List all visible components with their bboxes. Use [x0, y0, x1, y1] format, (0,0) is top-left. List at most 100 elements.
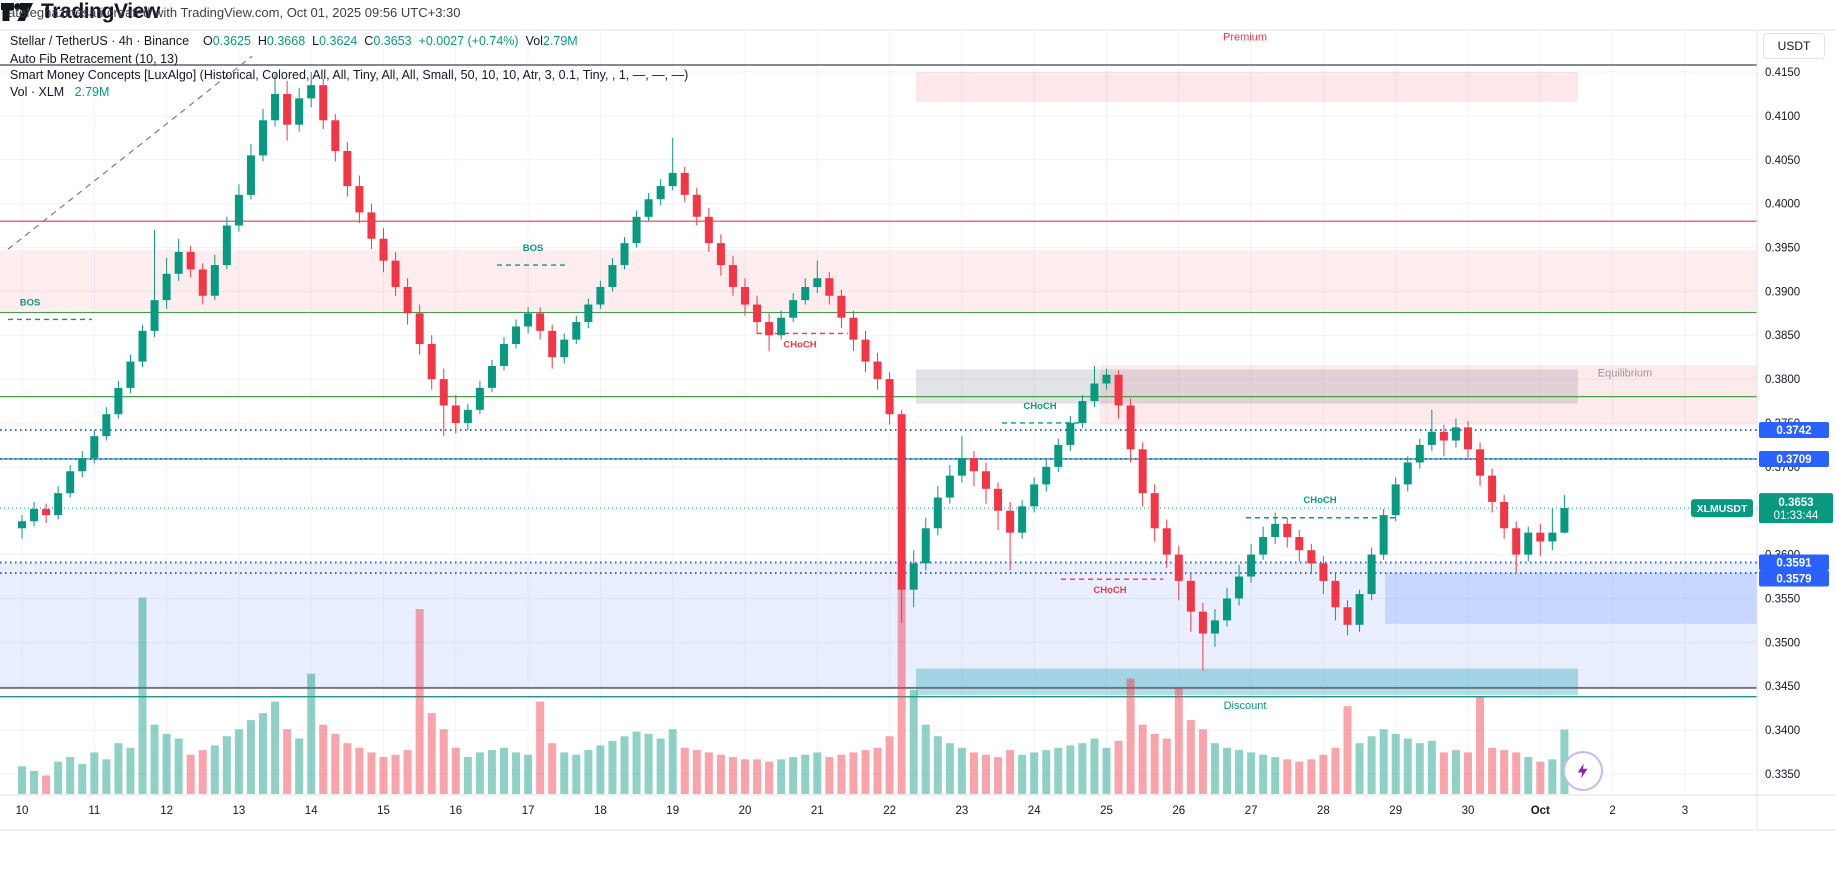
time-tick: 29 — [1389, 805, 1402, 817]
tradingview-logo[interactable]: TradingView — [0, 0, 1835, 24]
demand-zone-light — [0, 562, 1757, 688]
price-tick: 0.3350 — [1765, 769, 1800, 781]
structure-label: CHoCH — [1093, 585, 1126, 596]
close-value: 0.3653 — [373, 34, 412, 48]
price-tick: 0.3400 — [1765, 725, 1800, 737]
volume-indicator-label: Vol · XLM — [10, 85, 65, 99]
watermark-text: atefeghazihesari created with TradingVie… — [8, 5, 461, 20]
structure-label: BOS — [523, 243, 544, 254]
symbol-title[interactable]: Stellar / TetherUS · 4h · Binance — [10, 34, 190, 48]
time-tick: Oct — [1531, 805, 1550, 817]
smc-zones — [0, 72, 1757, 695]
price-tick: 0.4050 — [1765, 155, 1800, 167]
equilibrium-band — [1100, 365, 1757, 425]
svg-text:XLMUSDT: XLMUSDT — [1697, 503, 1748, 515]
low-value: 0.3624 — [319, 34, 358, 48]
time-tick: 28 — [1317, 805, 1330, 817]
structure-label: CHoCH — [1303, 495, 1336, 506]
grid-lines — [0, 30, 1757, 795]
currency-toggle-button[interactable]: USDT — [1763, 33, 1825, 59]
time-tick: 10 — [16, 805, 29, 817]
time-tick: 13 — [233, 805, 246, 817]
time-tick: 30 — [1462, 805, 1475, 817]
time-tick: 20 — [739, 805, 752, 817]
symbol-legend-row: Stellar / TetherUS · 4h · Binance O0.362… — [10, 34, 578, 48]
lightning-icon — [1577, 763, 1588, 779]
time-tick: 27 — [1245, 805, 1258, 817]
last-price-value: 0.3653 — [1778, 497, 1813, 509]
time-axis[interactable]: 10 11 12 13 14 15 16 17 18 19 20 21 22 23 24 25 26 27 28 29… — [16, 805, 1689, 817]
svg-text:0.3579: 0.3579 — [1776, 573, 1811, 585]
structure-label: CHoCH — [783, 340, 816, 351]
volume-indicator-value: 2.79M — [74, 85, 110, 99]
time-tick: 3 — [1682, 805, 1688, 817]
tradingview-logo-icon — [1, 3, 33, 21]
svg-text:0.3742: 0.3742 — [1776, 425, 1811, 437]
structure-label: CHoCH — [1023, 401, 1056, 412]
symbol-price-tag — [1691, 499, 1753, 518]
low-label: L — [312, 34, 320, 48]
time-tick: 12 — [160, 805, 173, 817]
level-lines — [0, 64, 1757, 698]
price-tick: 0.3850 — [1765, 330, 1800, 342]
level-price-chip — [1759, 554, 1829, 571]
time-tick: 15 — [377, 805, 390, 817]
volume-indicator-legend[interactable]: Vol · XLM 2.79M — [10, 85, 109, 99]
level-price-chip — [1759, 570, 1829, 587]
supply-band — [0, 250, 1757, 311]
discount-teal-box — [916, 668, 1578, 695]
tradingview-logo-text: TradingView — [41, 0, 160, 23]
price-tick: 0.3450 — [1765, 681, 1800, 693]
price-tick: 0.3500 — [1765, 637, 1800, 649]
level-price-chip — [1759, 421, 1829, 438]
time-tick: 23 — [956, 805, 969, 817]
bar-countdown: 01:33:44 — [1774, 510, 1819, 522]
smc-indicator-legend[interactable]: Smart Money Concepts [LuxAlgo] (Historic… — [10, 68, 689, 82]
price-tick: 0.3800 — [1765, 374, 1800, 386]
candles — [18, 72, 1569, 671]
close-label: C — [364, 34, 374, 48]
time-tick: 21 — [811, 805, 824, 817]
open-value: 0.3625 — [212, 34, 251, 48]
zone-label: Discount — [1224, 700, 1267, 712]
svg-text:0.3591: 0.3591 — [1776, 557, 1812, 569]
time-tick: 16 — [449, 805, 462, 817]
demand-box-dark — [1385, 573, 1757, 624]
price-tick: 0.4150 — [1765, 67, 1800, 79]
open-label: O — [202, 34, 213, 48]
volume-value: 2.79M — [542, 34, 578, 48]
high-value: 0.3668 — [266, 34, 306, 48]
volume-label: Vol — [525, 34, 543, 48]
change-value: +0.0027 (+0.74%) — [418, 34, 519, 48]
high-label: H — [257, 34, 267, 48]
time-tick: 18 — [594, 805, 607, 817]
svg-text:0.3709: 0.3709 — [1776, 454, 1811, 466]
dashed-trendline — [7, 55, 253, 250]
time-tick: 11 — [88, 805, 100, 817]
time-tick: 17 — [522, 805, 535, 817]
boost-button[interactable] — [1563, 751, 1603, 791]
time-tick: 14 — [305, 805, 318, 817]
volume-bars — [18, 586, 1569, 794]
zone-label: Equilibrium — [1598, 367, 1652, 379]
price-tick: 0.3950 — [1765, 242, 1800, 254]
price-tick: 0.4100 — [1765, 111, 1800, 123]
time-tick: 2 — [1609, 805, 1615, 817]
price-tick: 0.4000 — [1765, 199, 1800, 211]
zone-label: Premium — [1223, 31, 1267, 43]
time-tick: 22 — [883, 805, 896, 817]
time-tick: 19 — [666, 805, 679, 817]
fib-indicator-legend[interactable]: Auto Fib Retracement (10, 13) — [10, 52, 179, 66]
time-tick: 24 — [1028, 805, 1041, 817]
equilibrium-gray-box — [916, 369, 1578, 404]
time-tick: 25 — [1100, 805, 1113, 817]
time-tick: 26 — [1172, 805, 1185, 817]
premium-supply-box — [916, 72, 1578, 102]
price-tick: 0.3550 — [1765, 593, 1800, 605]
structure-label: BOS — [20, 297, 41, 308]
level-price-chip — [1759, 450, 1829, 467]
